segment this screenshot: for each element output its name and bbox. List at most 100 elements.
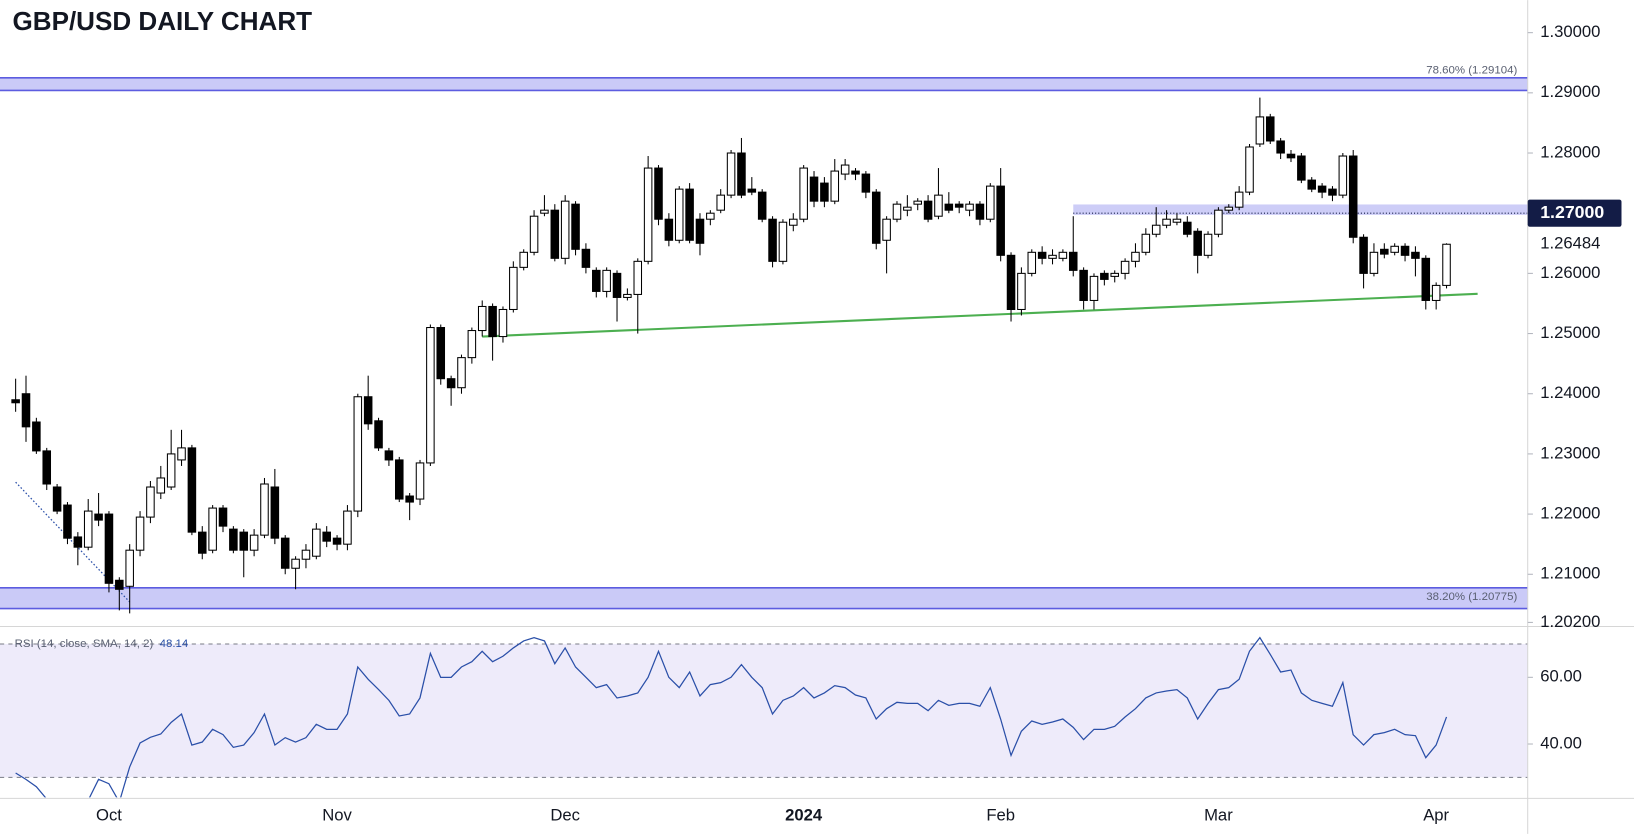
candle-up [509,266,518,311]
rsi-band [0,643,1528,778]
candle-up [778,221,788,262]
candle-down [104,513,114,584]
candle-up [913,200,922,205]
y-tick-label: 1.20200 [1540,612,1600,631]
candle-up [560,200,570,259]
candle-down [1297,155,1306,181]
candle-down [592,269,601,292]
rsi-title: RSI (14, close, SMA, 14, 2) [15,638,154,650]
x-tick-label: Feb [986,806,1015,825]
y-tick-label: 1.30000 [1540,22,1600,41]
candle-down [270,486,280,539]
candle-down [1317,185,1327,193]
candle-down [757,191,767,220]
candle-up [301,549,311,560]
candle-down [322,531,331,542]
candle-up [965,203,974,211]
fib-band [0,77,1528,91]
labels: GBP/USD DAILY CHART 78.60% (1.29104) 38.2… [13,6,1622,825]
y-tick-label: 1.24000 [1540,383,1600,402]
candle-down [685,188,694,241]
candle-up [135,516,145,551]
candle-up [1110,272,1119,277]
candle-up [1255,116,1265,145]
candle-down [1348,155,1358,238]
candle-up [83,510,93,548]
x-tick-label: Oct [96,806,122,825]
candle-down [664,218,674,241]
price-badge [1527,199,1622,227]
candle-down [571,203,580,250]
candle-up [1390,245,1399,253]
candle-down [612,272,622,298]
candle-down [115,579,124,590]
candle-down [1421,257,1431,301]
candle-down [871,191,881,244]
candle-down [954,203,964,208]
price-pane [0,77,1528,614]
candle-up [477,305,487,332]
candle-up [249,534,259,551]
candle-down [395,459,404,500]
candle-down [1100,272,1109,280]
candle-down [197,531,207,554]
y-tick-label: 1.25000 [1540,323,1600,342]
candle-down [446,378,456,389]
candle-down [550,209,560,259]
y-tick-label: 1.22000 [1540,503,1600,522]
candle-down [581,248,591,268]
trendline [482,292,1478,338]
candle-up [1338,155,1348,196]
x-tick-label: Apr [1423,806,1449,825]
candle-up [623,293,632,298]
candle-down [94,513,103,521]
candle-down [1276,140,1285,154]
candle-up [840,164,850,175]
candle-down [52,486,62,512]
candle-down [1006,254,1016,311]
resistance-zone [1073,204,1528,215]
candle-down [1183,221,1192,235]
candle-up [1442,243,1451,286]
candle-up [706,212,715,220]
candle-up [1058,251,1068,259]
rsi-line [15,636,1448,798]
candle-up [674,188,684,241]
candle-down [923,200,933,220]
candle-down [861,173,871,193]
candle-down [1411,251,1420,259]
candle-up [716,194,725,211]
candle-down [695,218,705,244]
candle-down [944,203,954,211]
candle-down [21,393,31,428]
candle-down [1037,251,1047,259]
candle-up [177,447,186,461]
fib-label: 78.60% (1.29104) [1426,65,1517,77]
y-tick-label: 60.00 [1540,667,1582,686]
candle-up [1141,233,1151,253]
candle-down [332,537,342,545]
candle-up [415,462,425,500]
candle-down [405,495,414,503]
y-tick-label: 1.28000 [1540,142,1600,161]
x-tick-label: 2024 [785,806,823,825]
candle-down [996,185,1005,256]
candle-up [1048,254,1057,259]
candle-down [1359,236,1368,274]
candle-up [726,152,736,196]
candle-up [882,218,891,241]
candle-up [1369,251,1379,274]
candle-up [986,185,995,220]
x-tick-label: Dec [550,806,580,825]
candle-down [809,176,819,202]
candle-up [312,528,321,557]
candle-up [1027,251,1037,274]
candle-up [125,549,134,587]
y-tick-label: 1.29000 [1540,82,1600,101]
candle-up [156,477,166,494]
candle-down [363,396,373,425]
candle-down [975,203,985,220]
candle-down [218,507,228,527]
